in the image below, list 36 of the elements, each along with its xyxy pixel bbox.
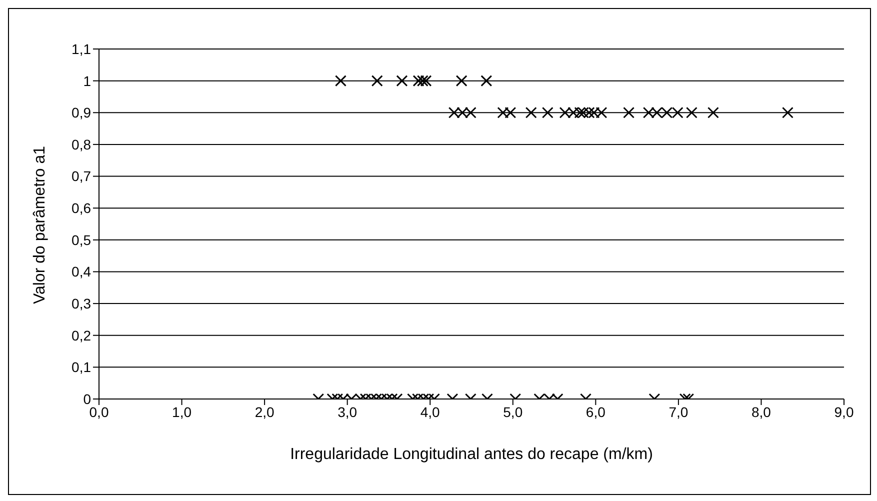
point (623, 106, 635, 118)
point (686, 106, 698, 118)
y-tick-label: 0,3 (72, 296, 92, 312)
point (542, 106, 554, 118)
x-tick-label: 1,0 (172, 404, 192, 420)
point (371, 75, 383, 87)
y-axis-title: Valor do parâmetro a1 (32, 146, 49, 304)
x-tick-label: 3,0 (338, 404, 358, 420)
y-tick-label: 1,1 (72, 40, 92, 57)
y-tick-label: 0 (83, 390, 92, 407)
point (334, 75, 346, 87)
y-tick-label: 0,6 (72, 200, 92, 216)
x-axis-title: Irregularidade Longitudinal antes do recape (m/km) (290, 446, 653, 463)
point (525, 106, 537, 118)
x-tick-label: 5,0 (503, 404, 523, 420)
point (416, 75, 428, 87)
x-tick-label: 7,0 (668, 404, 688, 420)
x-tick-label: 4,0 (420, 404, 440, 420)
point (480, 75, 492, 87)
y-tick-label: 0,2 (72, 327, 92, 344)
point (707, 106, 719, 118)
y-tick-label: 0,7 (72, 168, 92, 184)
y-tick-label: 0,8 (72, 136, 92, 152)
y-tick-label: 1 (83, 72, 92, 89)
y-tick-label: 0,4 (72, 264, 92, 280)
y-tick-label: 0,9 (72, 104, 92, 121)
y-tick-label: 0,5 (72, 232, 92, 248)
point (782, 106, 794, 118)
point (456, 75, 468, 87)
y-tick-label: 0,1 (72, 359, 92, 376)
point (396, 75, 408, 87)
x-tick-label: 6,0 (586, 404, 606, 420)
x-tick-label: 0,0 (89, 404, 109, 420)
x-tick-label: 2,0 (254, 404, 274, 420)
x-tick-label: 9,0 (834, 404, 854, 420)
x-tick-label: 8,0 (751, 404, 772, 420)
